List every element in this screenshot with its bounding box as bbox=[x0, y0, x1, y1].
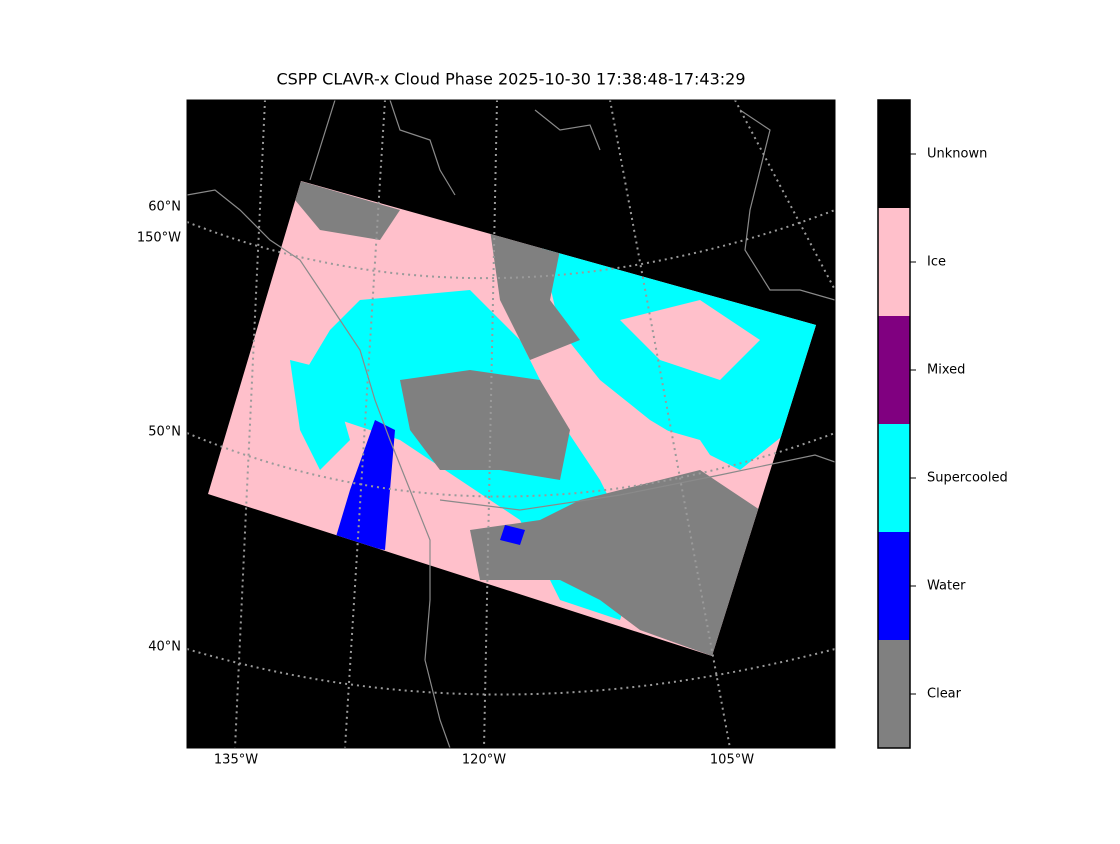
colorbar: Clear Water Supercooled Mixed Ice Unknown bbox=[877, 99, 1008, 749]
parallel bbox=[187, 209, 835, 280]
border bbox=[309, 100, 336, 181]
water-region bbox=[335, 420, 395, 550]
colorbar-segment bbox=[878, 100, 910, 208]
lat-label: 60°N bbox=[148, 200, 181, 215]
colorbar-segment bbox=[878, 424, 910, 532]
map-panel: 60°N 50°N 40°N 150°W 135°W 120°W 105°W bbox=[137, 99, 836, 768]
meridian bbox=[344, 100, 386, 748]
meridian bbox=[609, 100, 731, 748]
clear-region bbox=[490, 230, 580, 360]
meridian bbox=[234, 100, 266, 748]
lat-label: 50°N bbox=[148, 425, 181, 440]
colorbar-label: Water bbox=[927, 579, 966, 594]
colorbar-label: Clear bbox=[927, 687, 962, 702]
cloud-phase-field bbox=[290, 181, 816, 656]
clear-region bbox=[400, 370, 570, 480]
coastline bbox=[389, 100, 456, 196]
colorbar-segment bbox=[878, 532, 910, 640]
colorbar-label: Ice bbox=[927, 255, 946, 270]
colorbar-segment bbox=[878, 316, 910, 424]
colorbar-label: Mixed bbox=[927, 363, 965, 378]
map-frame bbox=[186, 99, 836, 749]
clear-region bbox=[295, 181, 400, 240]
coastline bbox=[739, 109, 835, 301]
coastline bbox=[187, 189, 451, 748]
water-region bbox=[500, 525, 525, 545]
colorbar-segment bbox=[878, 640, 910, 748]
clear-region bbox=[470, 470, 760, 656]
supercooled-region bbox=[290, 360, 350, 470]
meridian bbox=[483, 100, 498, 748]
colorbar-frame bbox=[877, 99, 911, 749]
colorbar-label: Supercooled bbox=[927, 471, 1008, 486]
ice-region bbox=[620, 300, 760, 380]
border bbox=[439, 454, 835, 511]
lat-label: 40°N bbox=[148, 640, 181, 655]
map-title: CSPP CLAVR-x Cloud Phase 2025-10-30 17:3… bbox=[276, 70, 745, 89]
colorbar-segment bbox=[878, 208, 910, 316]
coastline bbox=[534, 109, 601, 151]
colorbar-label: Unknown bbox=[927, 147, 987, 162]
lon-label: 150°W bbox=[137, 231, 181, 246]
lon-label: 105°W bbox=[710, 753, 754, 768]
lon-label: 135°W bbox=[214, 753, 258, 768]
lon-label: 120°W bbox=[462, 753, 506, 768]
ice-region bbox=[630, 420, 720, 470]
